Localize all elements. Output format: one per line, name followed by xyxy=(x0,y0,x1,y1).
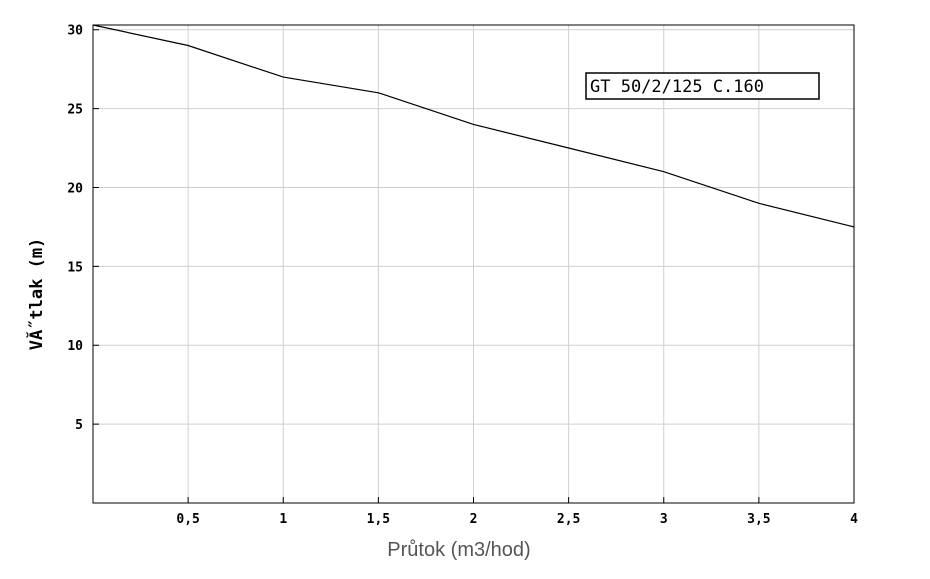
grid xyxy=(93,25,855,503)
x-axis-label: Průtok (m3/hod) xyxy=(387,539,530,561)
x-tick-label: 0,5 xyxy=(176,512,199,527)
x-tick-label: 2,5 xyxy=(557,512,580,527)
legend: GT 50/2/125 C.160 xyxy=(585,72,820,100)
y-tick-label: 10 xyxy=(67,339,83,354)
legend-frame xyxy=(585,72,820,100)
x-tick-label: 4 xyxy=(850,512,858,527)
legend-entry: GT 50/2/125 C.160 xyxy=(590,77,764,97)
x-tick-label: 1,5 xyxy=(367,512,390,527)
y-tick-label: 30 xyxy=(67,24,83,39)
y-tick-label: 5 xyxy=(75,418,83,433)
x-tick-label: 3 xyxy=(660,512,668,527)
x-tick-label: 1 xyxy=(279,512,287,527)
axis-ticks: 0,5 1 1,5 2 2,5 3 3,5 4 5 10 15 20 25 30 xyxy=(67,24,858,527)
y-tick-label: 15 xyxy=(67,260,83,275)
y-tick-label: 25 xyxy=(67,103,83,118)
x-tick-label: 2 xyxy=(470,512,478,527)
y-tick-label: 20 xyxy=(67,181,83,196)
series-line xyxy=(92,24,855,228)
x-tick-label: 3,5 xyxy=(747,512,770,527)
series-layer xyxy=(92,24,855,228)
y-axis-label: VĂ˝tlak (m) xyxy=(25,238,47,351)
